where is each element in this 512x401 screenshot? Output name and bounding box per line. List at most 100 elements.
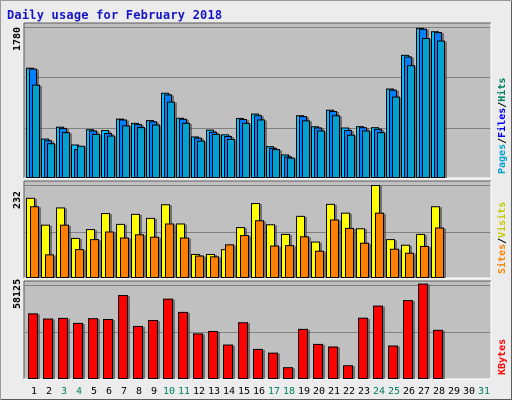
bar-kbytes-day-17: [268, 352, 278, 379]
legend-entry: /: [497, 238, 508, 244]
x-tick-label-day-4: 4: [76, 386, 82, 397]
x-tick-label-day-3: 3: [61, 386, 67, 397]
bar-sites-day-5: [90, 239, 99, 278]
x-tick-label-day-9: 9: [151, 386, 157, 397]
bar-sites-day-24: [375, 212, 384, 278]
legend-entry: Pages: [497, 144, 508, 174]
bar-kbytes-day-1: [28, 313, 38, 379]
bar-sites-day-2: [45, 254, 54, 278]
bar-kbytes-day-19: [298, 328, 308, 380]
bar-kbytes-day-27: [418, 283, 428, 380]
x-tick-label-day-6: 6: [106, 386, 112, 397]
x-tick-label-day-8: 8: [136, 386, 142, 397]
bar-kbytes-day-23: [358, 317, 368, 379]
bar-pages-day-6: [107, 135, 115, 179]
x-tick-label-day-26: 26: [403, 386, 415, 397]
bar-kbytes-day-26: [403, 300, 413, 380]
bar-pages-day-27: [422, 38, 430, 178]
bar-sites-day-4: [75, 249, 84, 278]
bar-kbytes-day-8: [133, 325, 143, 379]
bar-kbytes-day-10: [163, 298, 173, 379]
bar-kbytes-day-14: [223, 344, 233, 380]
bar-pages-day-18: [287, 157, 295, 178]
x-tick-label-day-2: 2: [46, 386, 52, 397]
x-tick-label-day-31: 31: [478, 386, 490, 397]
bar-kbytes-day-6: [103, 319, 113, 379]
legend-mid: Sites/Visits: [496, 202, 508, 274]
bar-kbytes-day-20: [313, 343, 323, 380]
bar-sites-day-1: [30, 206, 39, 279]
bar-sites-day-13: [210, 256, 219, 279]
bar-sites-day-25: [390, 248, 399, 279]
bar-sites-day-7: [120, 237, 129, 278]
chart-title: Daily usage for February 2018: [7, 8, 223, 22]
bar-sites-day-18: [285, 245, 294, 278]
bar-kbytes-day-15: [238, 322, 248, 379]
bar-sites-day-10: [165, 223, 174, 278]
bar-kbytes-day-24: [373, 305, 383, 379]
x-tick-label-day-21: 21: [328, 386, 340, 397]
bar-kbytes-day-12: [193, 333, 203, 379]
bar-pages-day-19: [302, 120, 310, 178]
x-tick-label-day-17: 17: [268, 386, 280, 397]
x-tick-label-day-28: 28: [433, 386, 445, 397]
legend-entry: Files: [496, 108, 508, 138]
legend-entry: Hits: [496, 78, 508, 102]
bar-kbytes-day-5: [88, 318, 98, 379]
bar-pages-day-22: [347, 134, 355, 179]
legend-entry: KBytes: [497, 339, 508, 375]
bar-pages-day-24: [377, 132, 385, 178]
bar-sites-day-11: [180, 237, 189, 278]
bar-pages-day-15: [242, 122, 250, 178]
bar-sites-day-14: [225, 244, 234, 279]
bar-kbytes-day-4: [73, 322, 83, 379]
bar-pages-day-5: [92, 133, 100, 178]
bar-pages-day-2: [47, 143, 55, 178]
bar-pages-day-14: [227, 138, 235, 178]
bar-pages-day-1: [32, 84, 40, 178]
bar-sites-day-17: [270, 245, 279, 278]
x-tick-label-day-19: 19: [298, 386, 310, 397]
bar-sites-day-3: [60, 224, 69, 279]
bar-pages-day-16: [257, 119, 265, 178]
bar-sites-day-12: [195, 255, 204, 279]
bar-pages-day-7: [122, 125, 130, 178]
bar-sites-day-23: [360, 242, 369, 278]
bar-pages-day-4: [77, 145, 85, 178]
bar-pages-day-25: [392, 96, 400, 178]
bar-kbytes-day-13: [208, 330, 218, 379]
bar-kbytes-day-28: [433, 329, 443, 379]
bar-sites-day-8: [135, 234, 144, 278]
bar-pages-day-28: [437, 40, 445, 179]
bar-pages-day-12: [197, 140, 205, 179]
bar-sites-day-6: [105, 231, 114, 278]
legend-top: Pages/Files/Hits: [496, 78, 508, 174]
bar-kbytes-day-11: [178, 311, 188, 379]
legend-entry: Visits: [496, 202, 508, 238]
bar-kbytes-day-25: [388, 345, 398, 379]
x-tick-label-day-27: 27: [418, 386, 430, 397]
x-tick-label-day-11: 11: [178, 386, 190, 397]
bar-pages-day-21: [332, 115, 340, 178]
bar-pages-day-23: [362, 130, 370, 179]
x-tick-label-day-12: 12: [193, 386, 205, 397]
x-tick-label-day-30: 30: [463, 386, 475, 397]
bar-sites-day-16: [255, 220, 264, 278]
x-tick-label-day-22: 22: [343, 386, 355, 397]
legend-entry: /: [497, 102, 508, 108]
x-tick-label-day-20: 20: [313, 386, 325, 397]
max-label-top: 1780: [12, 27, 23, 51]
bar-sites-day-27: [420, 245, 429, 278]
bar-pages-day-10: [167, 101, 175, 178]
x-tick-label-day-13: 13: [208, 386, 220, 397]
max-label-mid: 232: [12, 191, 23, 209]
x-tick-label-day-18: 18: [283, 386, 295, 397]
bar-kbytes-day-18: [283, 367, 293, 379]
bar-sites-day-19: [300, 236, 309, 279]
bar-sites-day-26: [405, 252, 414, 279]
bar-kbytes-day-22: [343, 365, 353, 379]
x-tick-label-day-29: 29: [448, 386, 460, 397]
bar-pages-day-20: [317, 130, 325, 179]
x-tick-label-day-25: 25: [388, 386, 400, 397]
